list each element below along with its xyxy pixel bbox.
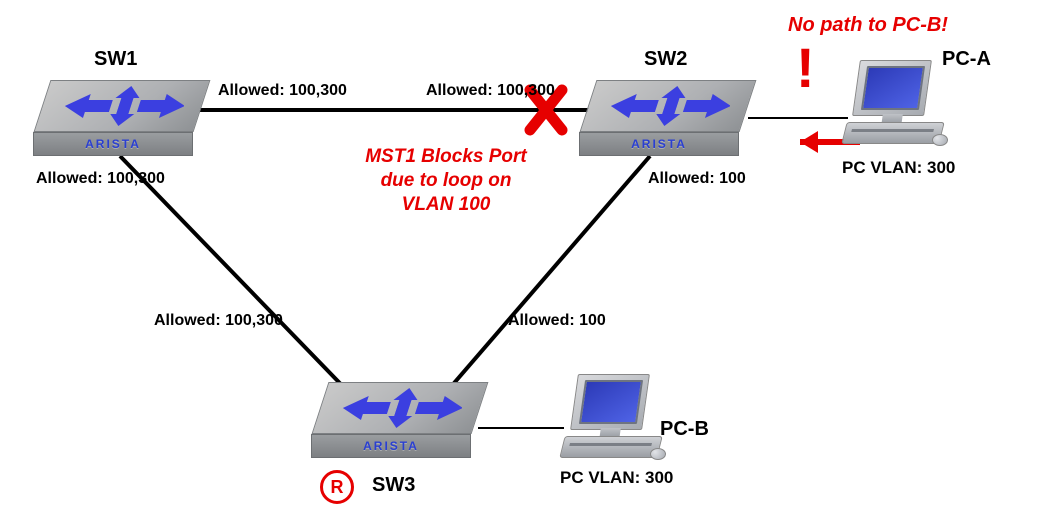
diagram-stage: ARISTA ARISTA ARISTA bbox=[0, 0, 1038, 518]
exclamation-icon: ! bbox=[796, 40, 815, 96]
switch-name-sw3: SW3 bbox=[372, 474, 415, 497]
link-label-sw1sw3-top: Allowed: 100,300 bbox=[36, 170, 165, 188]
block-msg-2: due to loop on bbox=[336, 170, 556, 192]
switch-front: ARISTA bbox=[33, 132, 193, 156]
switch-brand: ARISTA bbox=[363, 439, 419, 453]
block-msg-3: VLAN 100 bbox=[336, 194, 556, 216]
pc-b bbox=[562, 370, 672, 470]
root-bridge-icon: R bbox=[320, 470, 354, 504]
pc-mouse-icon bbox=[650, 448, 666, 460]
pc-base-icon bbox=[841, 122, 944, 144]
pc-a bbox=[844, 56, 954, 156]
pc-screen-icon bbox=[579, 380, 643, 424]
switch-front: ARISTA bbox=[579, 132, 739, 156]
switch-brand: ARISTA bbox=[85, 137, 141, 151]
pc-name-a: PC-A bbox=[942, 48, 991, 71]
pc-base-icon bbox=[559, 436, 662, 458]
root-letter: R bbox=[331, 477, 344, 498]
pc-vlan-a: PC VLAN: 300 bbox=[842, 158, 955, 178]
switch-front: ARISTA bbox=[311, 434, 471, 458]
link-label-sw2sw3-top: Allowed: 100 bbox=[648, 170, 746, 188]
link-sw1-sw3 bbox=[120, 156, 360, 404]
switch-sw2: ARISTA bbox=[588, 80, 748, 158]
block-msg-1: MST1 Blocks Port bbox=[336, 146, 556, 168]
pc-screen-icon bbox=[861, 66, 925, 110]
link-label-sw1sw3-bottom: Allowed: 100,300 bbox=[154, 312, 283, 330]
pc-name-b: PC-B bbox=[660, 418, 709, 441]
switch-top bbox=[312, 382, 489, 434]
warning-text: No path to PC-B! bbox=[788, 14, 948, 37]
link-label-sw1sw2-right: Allowed: 100,300 bbox=[426, 82, 555, 100]
link-label-sw2sw3-bottom: Allowed: 100 bbox=[508, 312, 606, 330]
pc-mouse-icon bbox=[932, 134, 948, 146]
switch-top bbox=[580, 80, 757, 132]
switch-name-sw1: SW1 bbox=[94, 48, 137, 71]
switch-name-sw2: SW2 bbox=[644, 48, 687, 71]
switch-sw3: ARISTA bbox=[320, 382, 480, 460]
switch-top bbox=[34, 80, 211, 132]
link-label-sw1sw2-left: Allowed: 100,300 bbox=[218, 82, 347, 100]
switch-brand: ARISTA bbox=[631, 137, 687, 151]
pc-vlan-b: PC VLAN: 300 bbox=[560, 468, 673, 488]
switch-sw1: ARISTA bbox=[42, 80, 202, 158]
